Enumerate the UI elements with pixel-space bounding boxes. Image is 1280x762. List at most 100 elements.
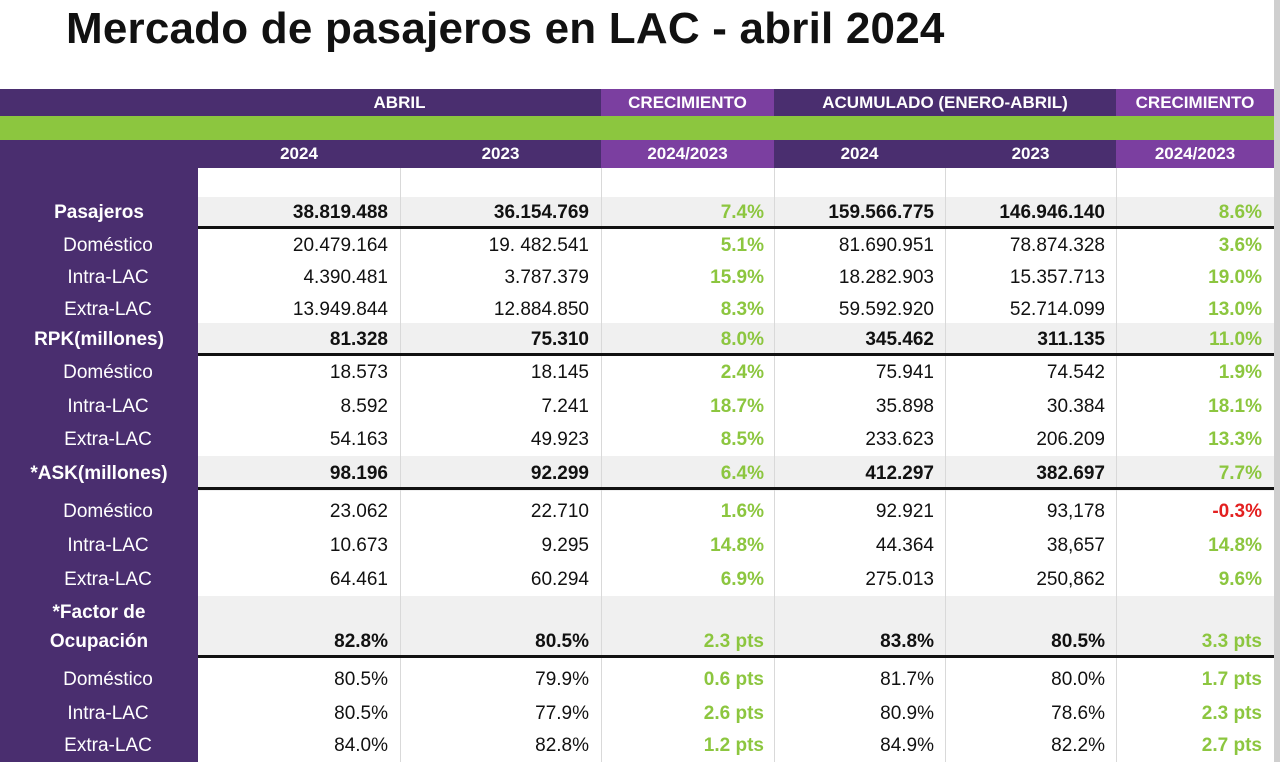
value-cell: 81.690.951 xyxy=(838,235,934,256)
value-cell: 146.946.140 xyxy=(999,202,1105,223)
header-2024-acumulado: 2024 xyxy=(840,144,879,163)
column-divider xyxy=(774,168,775,762)
value-cell: 30.384 xyxy=(1046,395,1105,417)
column-divider xyxy=(1116,168,1117,762)
value-cell: 44.364 xyxy=(875,535,934,556)
value-cell: 19. 482.541 xyxy=(488,235,589,256)
row-label: Intra-LAC xyxy=(67,267,149,288)
section-separator xyxy=(198,655,1274,658)
row-label: RPK(millones) xyxy=(34,328,164,350)
value-cell: 18.573 xyxy=(329,362,388,383)
value-cell: 82.8% xyxy=(334,631,388,652)
row-label: Extra-LAC xyxy=(64,299,152,320)
value-cell: 23.062 xyxy=(329,501,388,522)
value-cell: 60.294 xyxy=(530,568,589,590)
row-label: Extra-LAC xyxy=(64,568,152,590)
page-title: Mercado de pasajeros en LAC - abril 2024 xyxy=(66,4,945,53)
value-cell: 382.697 xyxy=(1036,462,1105,484)
row-label-line: *Factor de xyxy=(52,602,146,623)
value-cell: 38,657 xyxy=(1046,535,1105,556)
value-cell: 82.2% xyxy=(1051,735,1105,756)
growth-cell: 18.1% xyxy=(1208,395,1262,417)
value-cell: 412.297 xyxy=(865,462,934,484)
growth-cell: 3.3 pts xyxy=(1201,631,1262,652)
value-cell: 311.135 xyxy=(1037,328,1105,350)
header-crecimiento-2: CRECIMIENTO xyxy=(1135,92,1255,112)
value-cell: 64.461 xyxy=(329,568,388,590)
value-cell: 36.154.769 xyxy=(493,202,589,223)
growth-year-bg-1 xyxy=(601,140,774,168)
growth-cell: 1.9% xyxy=(1218,362,1262,383)
header-2024-abril: 2024 xyxy=(280,144,318,163)
value-cell: 4.390.481 xyxy=(303,267,388,288)
column-divider xyxy=(601,168,602,762)
growth-cell: 6.4% xyxy=(720,462,764,484)
growth-cell: 13.3% xyxy=(1208,428,1262,450)
row-label: Doméstico xyxy=(63,235,153,256)
value-cell: 77.9% xyxy=(535,702,589,724)
growth-cell: 8.6% xyxy=(1218,202,1262,223)
value-cell: 81.328 xyxy=(329,328,388,350)
value-cell: 79.9% xyxy=(535,669,589,690)
header-2023-abril: 2023 xyxy=(481,144,520,163)
growth-cell: 8.0% xyxy=(720,328,764,350)
value-cell: 80.5% xyxy=(535,631,589,652)
value-cell: 18.145 xyxy=(530,362,589,383)
growth-cell: 14.8% xyxy=(1208,535,1262,556)
growth-cell: 7.7% xyxy=(1218,462,1262,484)
header-crecimiento-1: CRECIMIENTO xyxy=(628,92,747,112)
value-cell: 8.592 xyxy=(340,395,388,417)
value-cell: 159.566.775 xyxy=(828,202,934,223)
value-cell: 80.5% xyxy=(334,702,388,724)
value-cell: 80.9% xyxy=(880,702,934,724)
value-cell: 92.299 xyxy=(530,462,589,484)
growth-cell: 1.2 pts xyxy=(703,735,764,756)
value-cell: 93,178 xyxy=(1046,501,1105,522)
column-divider xyxy=(945,168,946,762)
row-label: *ASK(millones) xyxy=(30,462,168,484)
growth-cell: 6.9% xyxy=(720,568,764,590)
growth-cell: 3.6% xyxy=(1218,235,1262,256)
header-green-stripe xyxy=(0,116,1274,140)
row-label: Doméstico xyxy=(63,669,153,690)
value-cell: 92.921 xyxy=(875,501,934,522)
row-label: Extra-LAC xyxy=(64,428,152,450)
value-cell: 98.196 xyxy=(329,462,388,484)
growth-cell: 1.6% xyxy=(720,501,764,522)
row-label: Extra-LAC xyxy=(64,735,152,756)
growth-cell: 0.6 pts xyxy=(703,669,764,690)
value-cell: 80.0% xyxy=(1051,669,1105,690)
value-cell: 9.295 xyxy=(541,535,589,556)
value-cell: 59.592.920 xyxy=(838,299,934,320)
value-cell: 75.310 xyxy=(530,328,589,350)
value-cell: 15.357.713 xyxy=(1009,267,1105,288)
growth-cell: 2.7 pts xyxy=(1201,735,1262,756)
growth-year-bg-2 xyxy=(1116,140,1274,168)
growth-cell: 2.6 pts xyxy=(703,702,764,724)
growth-cell: 8.3% xyxy=(720,299,764,320)
value-cell: 345.462 xyxy=(865,328,934,350)
value-cell: 7.241 xyxy=(541,395,589,417)
growth-header-bg-2 xyxy=(1116,89,1274,116)
header-abril: ABRIL xyxy=(373,92,426,112)
row-label: Intra-LAC xyxy=(67,395,149,417)
row-label: Doméstico xyxy=(63,501,153,522)
growth-cell: 15.9% xyxy=(710,267,764,288)
growth-cell: 11.0% xyxy=(1209,328,1262,350)
value-cell: 38.819.488 xyxy=(292,202,388,223)
header-acumulado: ACUMULADO (ENERO-ABRIL) xyxy=(822,92,1068,112)
shaded-row-bg xyxy=(198,197,1274,229)
row-label-column xyxy=(0,168,198,762)
page-edge xyxy=(1274,0,1280,762)
shaded-row-bg xyxy=(198,596,1274,658)
value-cell: 49.923 xyxy=(530,428,589,450)
section-separator xyxy=(198,487,1274,490)
growth-cell: 5.1% xyxy=(720,235,764,256)
value-cell: 74.542 xyxy=(1046,362,1105,383)
growth-cell: 2.3 pts xyxy=(703,631,764,652)
value-cell: 22.710 xyxy=(530,501,589,522)
value-cell: 78.874.328 xyxy=(1009,235,1105,256)
header-ratio-acumulado: 2024/2023 xyxy=(1154,144,1236,163)
growth-cell: 8.5% xyxy=(720,428,764,450)
value-cell: 18.282.903 xyxy=(838,267,934,288)
